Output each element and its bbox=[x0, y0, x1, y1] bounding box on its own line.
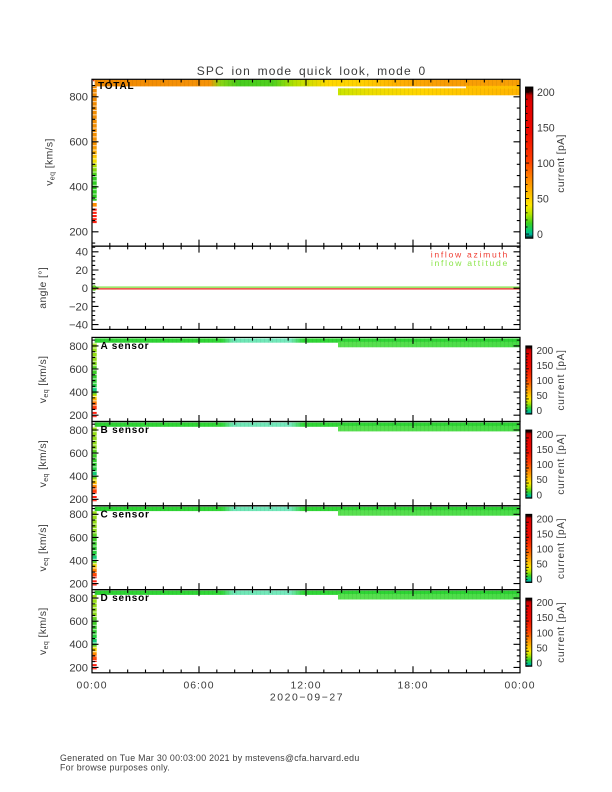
svg-text:800: 800 bbox=[69, 425, 88, 437]
svg-text:200: 200 bbox=[537, 346, 554, 357]
svg-text:−40: −40 bbox=[69, 320, 88, 332]
svg-text:0: 0 bbox=[537, 229, 543, 241]
svg-text:0: 0 bbox=[537, 575, 543, 586]
svg-text:D sensor: D sensor bbox=[101, 593, 150, 604]
svg-text:150: 150 bbox=[537, 613, 554, 624]
svg-text:50: 50 bbox=[537, 193, 549, 205]
svg-text:current [pA]: current [pA] bbox=[556, 518, 567, 579]
svg-text:A sensor: A sensor bbox=[101, 341, 150, 352]
svg-text:current [pA]: current [pA] bbox=[556, 601, 567, 662]
svg-text:current [pA]: current [pA] bbox=[556, 433, 567, 494]
svg-text:0: 0 bbox=[537, 658, 543, 669]
svg-text:100: 100 bbox=[537, 628, 554, 639]
svg-text:00:00: 00:00 bbox=[76, 680, 107, 691]
svg-text:18:00: 18:00 bbox=[397, 680, 428, 691]
svg-text:200: 200 bbox=[537, 87, 555, 99]
svg-text:400: 400 bbox=[69, 555, 88, 567]
svg-text:50: 50 bbox=[537, 643, 549, 654]
svg-text:200: 200 bbox=[537, 430, 554, 441]
svg-text:150: 150 bbox=[537, 122, 555, 134]
svg-text:0: 0 bbox=[537, 490, 543, 501]
svg-text:For browse purposes only.: For browse purposes only. bbox=[60, 762, 170, 772]
svg-text:150: 150 bbox=[537, 529, 554, 540]
svg-text:150: 150 bbox=[537, 445, 554, 456]
svg-text:0: 0 bbox=[82, 283, 88, 295]
svg-text:600: 600 bbox=[69, 137, 88, 149]
svg-text:TOTAL: TOTAL bbox=[98, 81, 134, 92]
svg-text:600: 600 bbox=[69, 532, 88, 544]
svg-text:600: 600 bbox=[69, 364, 88, 376]
svg-text:200: 200 bbox=[69, 410, 88, 422]
svg-text:angle [°]: angle [°] bbox=[38, 267, 49, 309]
svg-text:Generated on Tue Mar 30 00:03:: Generated on Tue Mar 30 00:03:00 2021 by… bbox=[60, 753, 360, 763]
svg-text:400: 400 bbox=[69, 182, 88, 194]
svg-text:800: 800 bbox=[69, 92, 88, 104]
svg-text:200: 200 bbox=[537, 514, 554, 525]
svg-text:06:00: 06:00 bbox=[183, 680, 214, 691]
svg-text:600: 600 bbox=[69, 616, 88, 628]
svg-text:200: 200 bbox=[69, 227, 88, 239]
svg-text:B sensor: B sensor bbox=[101, 425, 150, 436]
svg-text:current [pA]: current [pA] bbox=[556, 134, 567, 193]
svg-text:200: 200 bbox=[69, 494, 88, 506]
svg-text:800: 800 bbox=[69, 509, 88, 521]
svg-text:800: 800 bbox=[69, 593, 88, 605]
svg-text:SPC ion mode quick look, mode: SPC ion mode quick look, mode 0 bbox=[197, 64, 427, 78]
svg-text:50: 50 bbox=[537, 560, 549, 571]
svg-text:400: 400 bbox=[69, 471, 88, 483]
svg-text:100: 100 bbox=[537, 460, 554, 471]
svg-text:inflow attitude: inflow attitude bbox=[431, 258, 509, 268]
svg-text:−20: −20 bbox=[69, 301, 88, 313]
svg-text:0: 0 bbox=[537, 406, 543, 417]
svg-text:20: 20 bbox=[76, 265, 88, 277]
svg-text:200: 200 bbox=[69, 662, 88, 674]
svg-text:400: 400 bbox=[69, 387, 88, 399]
svg-text:200: 200 bbox=[537, 598, 554, 609]
svg-text:800: 800 bbox=[69, 341, 88, 353]
svg-text:600: 600 bbox=[69, 448, 88, 460]
svg-text:inflow azimuth: inflow azimuth bbox=[431, 250, 509, 260]
svg-text:100: 100 bbox=[537, 545, 554, 556]
svg-text:200: 200 bbox=[69, 579, 88, 591]
svg-text:150: 150 bbox=[537, 361, 554, 372]
svg-text:100: 100 bbox=[537, 376, 554, 387]
svg-text:C sensor: C sensor bbox=[101, 509, 150, 520]
svg-text:100: 100 bbox=[537, 158, 555, 170]
svg-text:50: 50 bbox=[537, 475, 549, 486]
svg-text:current [pA]: current [pA] bbox=[556, 349, 567, 410]
svg-text:2020−09−27: 2020−09−27 bbox=[270, 692, 344, 703]
svg-text:40: 40 bbox=[76, 247, 88, 259]
svg-text:12:00: 12:00 bbox=[290, 680, 321, 691]
svg-text:50: 50 bbox=[537, 391, 549, 402]
svg-text:00:00: 00:00 bbox=[504, 680, 535, 691]
svg-text:400: 400 bbox=[69, 639, 88, 651]
